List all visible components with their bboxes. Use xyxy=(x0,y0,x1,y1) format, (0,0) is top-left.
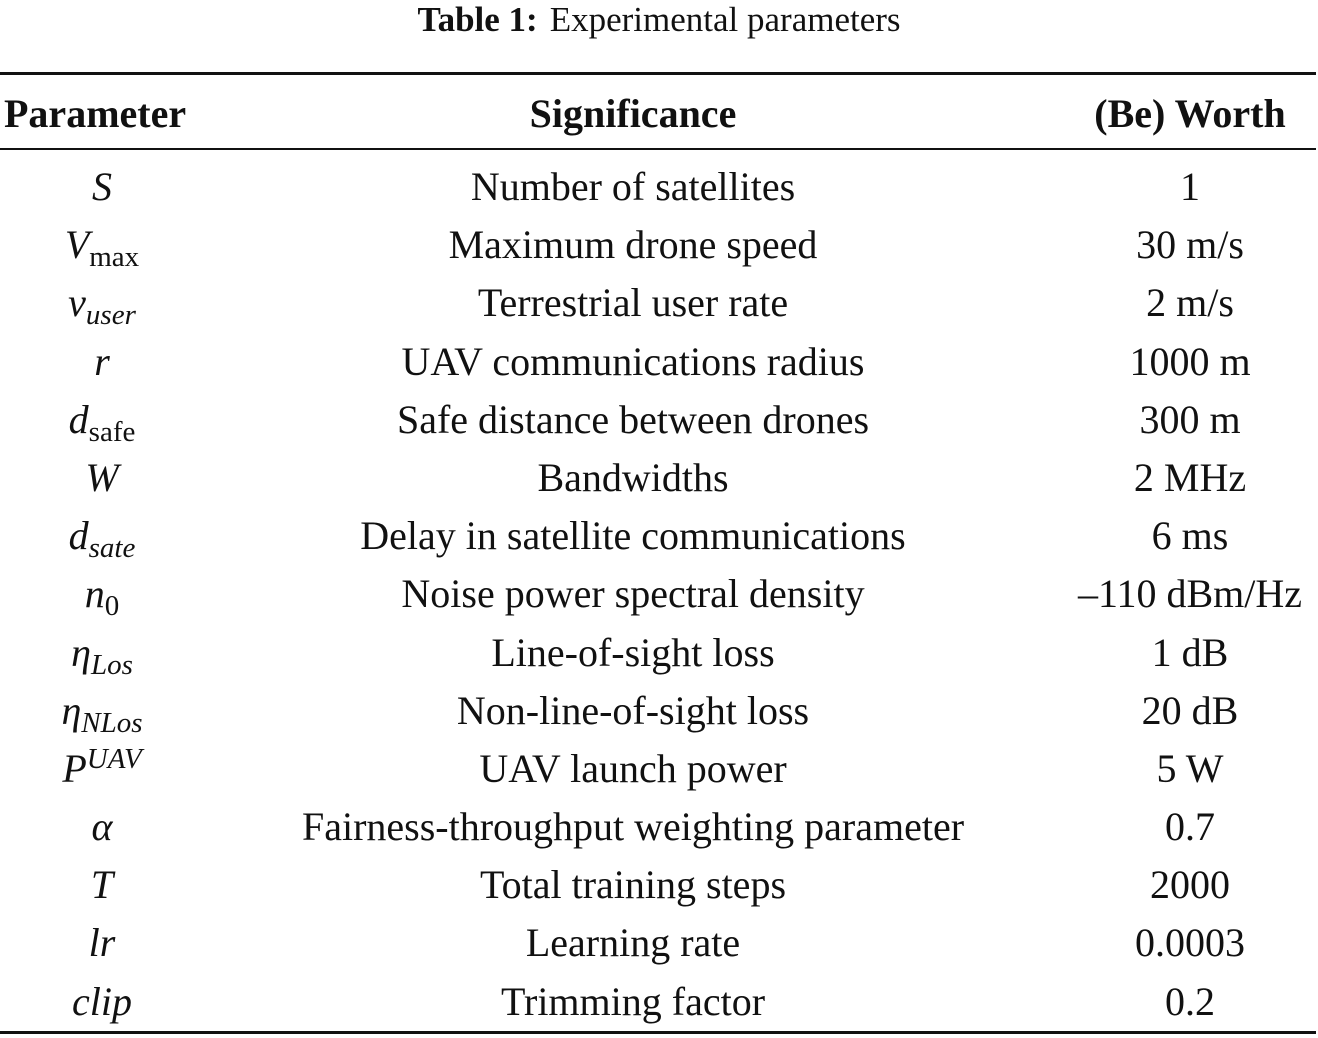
symbol-base: clip xyxy=(72,978,132,1024)
symbol-subscript: sate xyxy=(88,532,136,565)
header-rule xyxy=(0,148,1316,150)
table-row: ηNLos Non-line-of-sight loss 20 dB xyxy=(0,682,1318,740)
symbol-base: W xyxy=(85,454,119,500)
worth-cell: 1000 m xyxy=(1129,338,1251,384)
parameter-symbol: W xyxy=(0,449,204,507)
table-caption: Table 1: Experimental parameters xyxy=(0,0,1318,40)
table-row: n0 Noise power spectral density –110 dBm/H… xyxy=(0,565,1318,623)
table-row: α Fairness-throughput weighting parameter… xyxy=(0,798,1318,856)
table-header: Parameter Significance (Be) Worth xyxy=(0,86,1318,142)
table-row: clip Trimming factor 0.2 xyxy=(0,973,1318,1031)
header-worth: (Be) Worth xyxy=(1094,91,1286,136)
significance-cell: Learning rate xyxy=(525,920,741,966)
symbol-subscript: 0 xyxy=(104,590,120,623)
parameter-symbol: dsafe xyxy=(0,391,204,449)
significance-cell: Noise power spectral density xyxy=(401,571,865,617)
parameter-symbol: n0 xyxy=(0,565,204,623)
symbol-base: η xyxy=(61,687,82,733)
table-row: lr Learning rate 0.0003 xyxy=(0,914,1318,972)
worth-cell: 0.2 xyxy=(1165,978,1215,1024)
symbol-subscript: safe xyxy=(88,415,136,448)
worth-cell: 20 dB xyxy=(1141,687,1239,733)
worth-cell: 1 dB xyxy=(1151,629,1229,675)
symbol-base: lr xyxy=(88,920,116,966)
parameter-symbol: r xyxy=(0,333,204,391)
symbol-base: T xyxy=(90,862,114,908)
symbol-subscript: Los xyxy=(90,648,133,681)
caption-text: Experimental parameters xyxy=(549,0,901,39)
worth-cell: 300 m xyxy=(1139,396,1241,442)
parameter-symbol: vuser xyxy=(0,274,204,332)
symbol-base: α xyxy=(91,804,113,850)
worth-cell: 2000 xyxy=(1150,862,1230,908)
worth-cell: 2 m/s xyxy=(1146,280,1234,326)
symbol-subscript: NLos xyxy=(81,706,143,739)
bottom-rule xyxy=(0,1031,1316,1034)
significance-cell: Number of satellites xyxy=(470,164,796,209)
parameter-symbol: ηLos xyxy=(0,624,204,682)
parameter-symbol: dsate xyxy=(0,507,204,565)
symbol-base: η xyxy=(71,629,91,675)
symbol-base: S xyxy=(92,164,112,209)
symbol-base: d xyxy=(68,396,89,442)
symbol-subscript: user xyxy=(85,299,136,332)
worth-cell: 1 xyxy=(1180,164,1200,209)
symbol-subscript: max xyxy=(89,241,140,274)
worth-cell: 2 MHz xyxy=(1133,454,1247,500)
significance-cell: Safe distance between drones xyxy=(396,396,870,442)
table-row: dsate Delay in satellite communications 6 … xyxy=(0,507,1318,565)
symbol-base: r xyxy=(94,338,110,384)
symbol-base: n xyxy=(84,571,105,617)
significance-cell: Trimming factor xyxy=(500,978,766,1024)
parameter-symbol: clip xyxy=(0,973,204,1031)
worth-cell: 30 m/s xyxy=(1136,222,1244,268)
parameter-symbol: Vmax xyxy=(0,216,204,274)
worth-cell: 5 W xyxy=(1156,745,1224,791)
parameter-symbol: lr xyxy=(0,914,204,972)
worth-cell: 0.7 xyxy=(1165,804,1215,850)
table-row: S Number of satellites 1 xyxy=(0,158,1318,216)
significance-cell: Fairness-throughput weighting parameter xyxy=(301,804,965,850)
worth-cell: 6 ms xyxy=(1151,513,1229,559)
header-significance: Significance xyxy=(529,91,737,136)
caption-label: Table 1: xyxy=(417,0,538,39)
significance-cell: Total training steps xyxy=(479,862,787,908)
significance-cell: Line-of-sight loss xyxy=(491,629,775,675)
parameter-symbol: α xyxy=(0,798,204,856)
table-row: vuser Terrestrial user rate 2 m/s xyxy=(0,274,1318,332)
symbol-base: P xyxy=(62,745,87,791)
parameter-symbol: PUAV xyxy=(0,740,204,798)
significance-cell: Delay in satellite communications xyxy=(360,513,906,559)
significance-cell: Terrestrial user rate xyxy=(477,280,789,326)
significance-cell: UAV communications radius xyxy=(401,338,865,384)
top-rule xyxy=(0,72,1316,75)
table-row: W Bandwidths 2 MHz xyxy=(0,449,1318,507)
symbol-base: V xyxy=(64,222,90,268)
table-body: S Number of satellites 1 Vmax Maximum drone … xyxy=(0,158,1318,1031)
significance-cell: Non-line-of-sight loss xyxy=(456,687,810,733)
table-row: PUAV UAV launch power 5 W xyxy=(0,740,1318,798)
parameter-symbol: S xyxy=(0,158,204,216)
header-parameter: Parameter xyxy=(4,91,187,136)
symbol-superscript: UAV xyxy=(86,742,142,775)
significance-cell: UAV launch power xyxy=(479,745,787,791)
table-row: ηLos Line-of-sight loss 1 dB xyxy=(0,624,1318,682)
worth-cell: 0.0003 xyxy=(1135,920,1245,966)
significance-cell: Maximum drone speed xyxy=(448,222,818,268)
parameter-symbol: ηNLos xyxy=(0,682,204,740)
symbol-base: d xyxy=(68,513,89,559)
table-row: dsafe Safe distance between drones 300 m xyxy=(0,391,1318,449)
symbol-base: v xyxy=(68,280,86,326)
table-row: T Total training steps 2000 xyxy=(0,856,1318,914)
significance-cell: Bandwidths xyxy=(537,454,729,500)
table-row: r UAV communications radius 1000 m xyxy=(0,333,1318,391)
table-row: Vmax Maximum drone speed 30 m/s xyxy=(0,216,1318,274)
parameter-symbol: T xyxy=(0,856,204,914)
worth-cell: –110 dBm/Hz xyxy=(1077,571,1303,617)
